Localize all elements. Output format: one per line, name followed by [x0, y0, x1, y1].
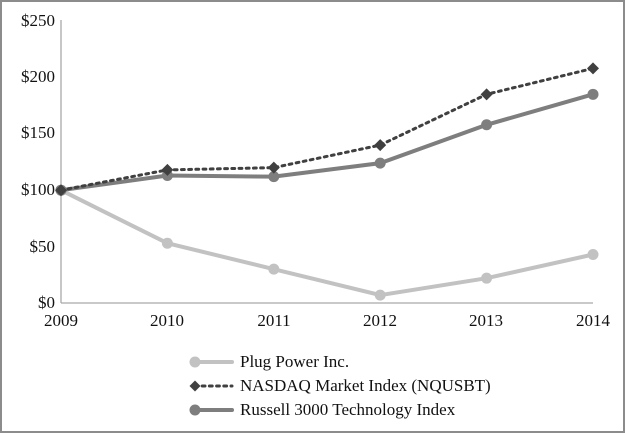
- x-axis-tick-label: 2010: [150, 311, 184, 330]
- x-axis-tick-label: 2011: [257, 311, 291, 330]
- legend-label: Russell 3000 Technology Index: [240, 400, 456, 419]
- chart-plot-area: [55, 20, 599, 304]
- x-axis-tick-label: 2013: [469, 311, 503, 330]
- y-axis-tick-label: $200: [21, 67, 55, 86]
- legend-item-russell-index: Russell 3000 Technology Index: [188, 400, 491, 420]
- y-axis-tick-label: $100: [21, 180, 55, 199]
- legend-swatch-russell-line-icon: [189, 404, 234, 416]
- legend-swatch-nasdaq-dotted-line-icon: [189, 380, 234, 392]
- legend-label: NASDAQ Market Index (NQUSBT): [240, 376, 491, 395]
- y-axis-tick-label: $150: [21, 123, 55, 142]
- x-axis-tick-label: 2009: [44, 311, 78, 330]
- y-axis-tick-label: $250: [21, 11, 55, 30]
- legend-swatch-plug-power-line-icon: [189, 356, 234, 368]
- x-axis-tick-label: 2014: [576, 311, 610, 330]
- legend-item-nasdaq-index: NASDAQ Market Index (NQUSBT): [188, 376, 491, 396]
- legend-label: Plug Power Inc.: [240, 352, 350, 371]
- x-axis-tick-label: 2012: [363, 311, 397, 330]
- legend-item-plug-power: Plug Power Inc.: [188, 352, 491, 372]
- y-axis-tick-label: $50: [29, 237, 56, 256]
- y-axis-tick-label: $0: [38, 293, 55, 312]
- chart-legend: Plug Power Inc. NASDAQ Market Index (NQU…: [188, 352, 491, 420]
